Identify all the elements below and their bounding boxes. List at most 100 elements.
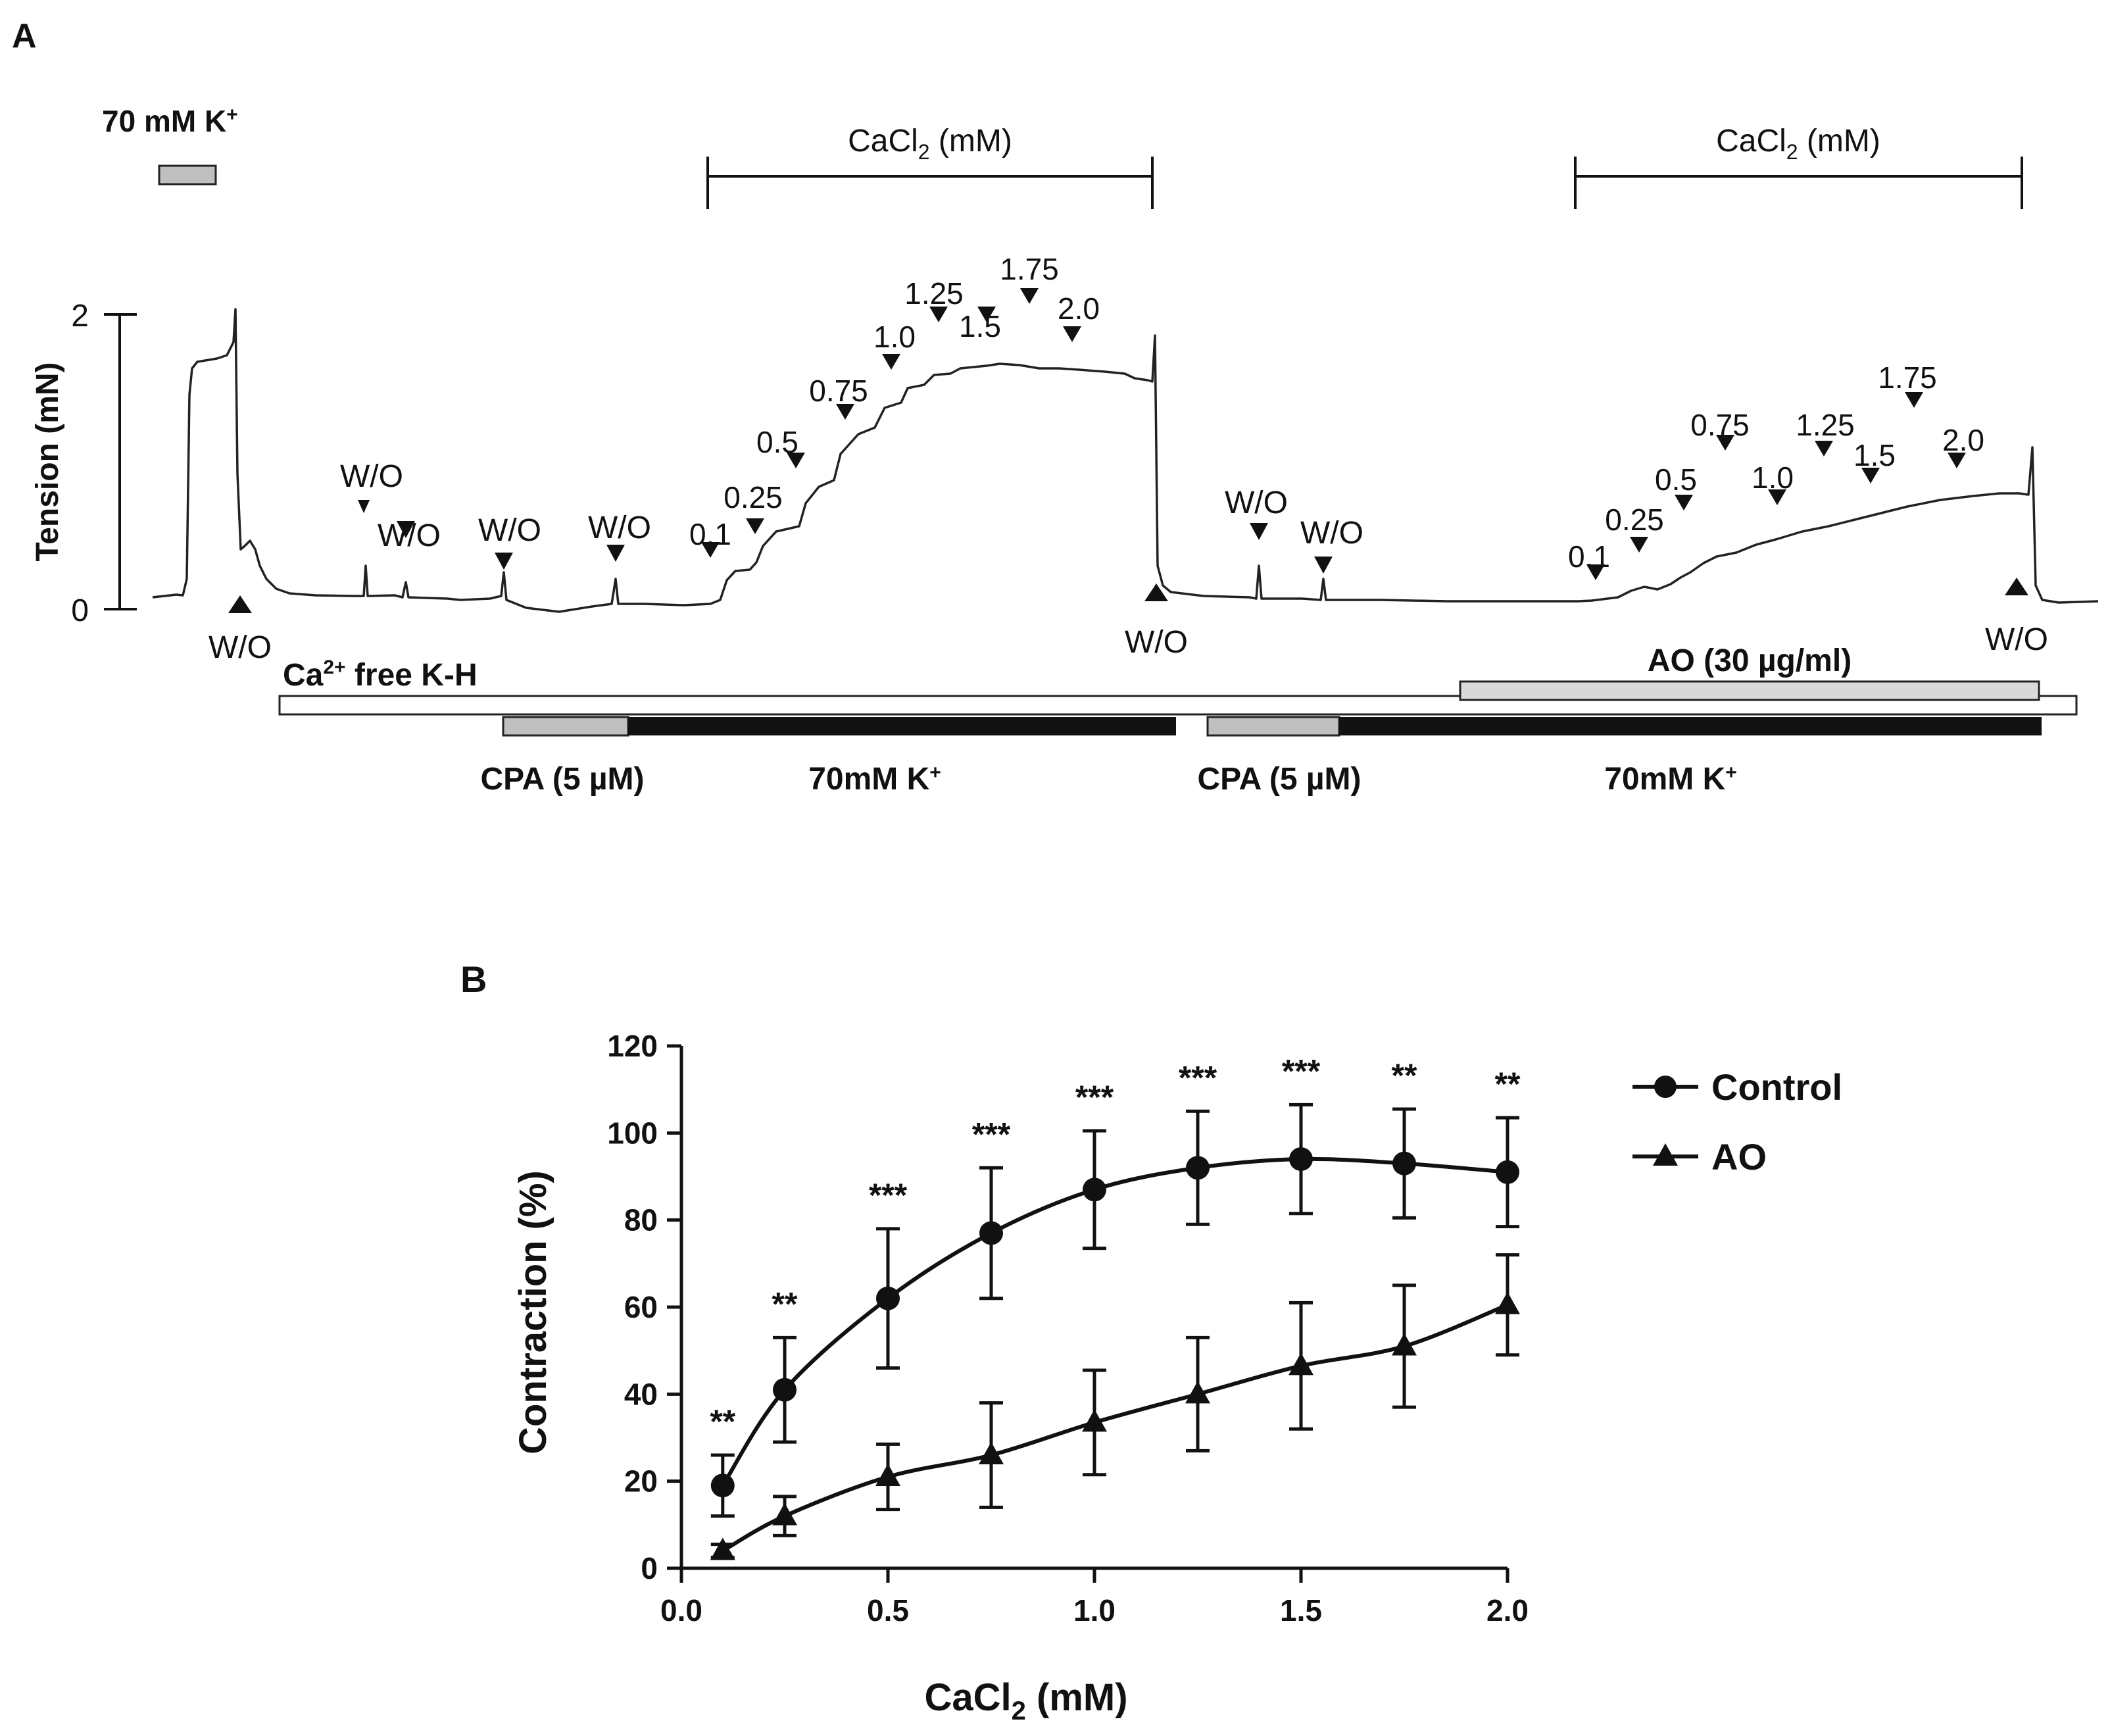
control-point-4 — [979, 1221, 1003, 1245]
y-tick-label-0: 0 — [641, 1551, 658, 1585]
significance-label-9: ** — [1495, 1066, 1521, 1103]
ao-dose-label-6: 1.25 — [1796, 408, 1855, 442]
cpa-label-2: CPA (5 µM) — [1198, 762, 1362, 797]
k70-bar-1 — [628, 717, 1176, 735]
panel-a-y-axis: 2 0 Tension (mN) — [30, 299, 137, 628]
ao-dose-label-2: 0.25 — [1605, 503, 1664, 537]
ao-point-6 — [1185, 1381, 1210, 1404]
significance-label-6: *** — [1179, 1059, 1217, 1096]
ao-point-9 — [1495, 1291, 1520, 1314]
k70-top-label: 70 mM K+ — [102, 104, 238, 138]
washout-down-label-4: W/O — [588, 510, 651, 545]
ao-dose-label-9: 2.0 — [1942, 423, 1984, 457]
panel-b-y-label: Contraction (%) — [512, 1170, 554, 1454]
washout-down-label-3: W/O — [478, 513, 541, 548]
ao-point-3 — [875, 1464, 900, 1487]
cacl2-bracket-ao-label: CaCl2 (mM) — [1716, 124, 1880, 164]
ao-point-8 — [1392, 1333, 1417, 1356]
legend-item-control: Control — [1632, 1066, 1842, 1108]
control-dose-arrow-9 — [1063, 326, 1081, 342]
ao-dose-arrow-7 — [1861, 468, 1880, 484]
legend-marker-ao — [1653, 1143, 1678, 1166]
ao-dose-label-5: 1.0 — [1752, 460, 1794, 495]
control-dose-arrow-1 — [701, 542, 720, 558]
control-dose-label-5: 1.0 — [873, 320, 916, 354]
legend-label-ao: AO — [1711, 1136, 1767, 1178]
y-tick-label-5: 100 — [607, 1116, 658, 1150]
washout-up-arrow-2 — [1144, 583, 1168, 601]
control-dose-arrow-2 — [746, 518, 764, 534]
washout-down-arrow-5 — [1250, 523, 1268, 540]
y-tick-label-1: 20 — [624, 1464, 658, 1499]
ao-dose-label-7: 1.5 — [1853, 438, 1896, 472]
control-dose-label-9: 2.0 — [1058, 291, 1100, 326]
cpa-label-1: CPA (5 µM) — [481, 762, 645, 797]
control-dose-arrow-7 — [977, 307, 996, 322]
control-dose-arrow-8 — [1020, 288, 1039, 304]
washout-up-arrow-1 — [228, 595, 252, 613]
significance-label-7: *** — [1282, 1053, 1321, 1089]
control-series-line — [721, 1156, 1508, 1487]
cpa-bar-2 — [1206, 716, 1340, 737]
ao-dose-arrow-6 — [1815, 441, 1833, 457]
significance-label-2: ** — [772, 1285, 798, 1322]
panel-b-significance: **************** *** ** ** — [710, 1053, 1521, 1440]
control-dose-label-8: 1.75 — [1000, 252, 1059, 286]
ao-dose-arrow-2 — [1630, 537, 1648, 553]
washout-markers-down: W/O W/O W/O W/O W/O W/O — [340, 459, 1363, 574]
washout-down-label-1: W/O — [340, 459, 403, 494]
control-point-6 — [1186, 1156, 1210, 1180]
ao-point-1 — [710, 1537, 735, 1560]
y-tick-label-3: 60 — [624, 1290, 658, 1324]
y-tick-0: 0 — [71, 593, 89, 628]
control-point-8 — [1392, 1151, 1416, 1176]
ao-dose-arrow-9 — [1948, 453, 1966, 468]
control-dose-arrow-3 — [787, 453, 805, 468]
cpa-bar-1 — [502, 716, 629, 737]
ao-point-7 — [1288, 1352, 1313, 1376]
washout-label-3: W/O — [1985, 622, 2048, 657]
ao-dose-arrow-3 — [1675, 495, 1693, 510]
control-dose-arrow-5 — [882, 354, 900, 370]
control-dose-arrow-4 — [836, 404, 854, 420]
control-point-1 — [710, 1474, 735, 1498]
ao-dose-label-1: 0.1 — [1568, 539, 1610, 574]
k70-bar-label-2: 70mM K+ — [1604, 762, 1737, 797]
ao-bar — [1459, 680, 2040, 701]
significance-label-4: *** — [972, 1116, 1011, 1153]
ao-point-5 — [1082, 1409, 1107, 1432]
tension-trace — [152, 308, 2099, 613]
ao-dose-label-8: 1.75 — [1878, 360, 1937, 395]
control-dose-label-4: 0.75 — [809, 374, 868, 408]
panel-b-series-lines — [721, 1156, 1509, 1553]
panel-b-label: B — [460, 958, 487, 1000]
washout-label-1: W/O — [209, 630, 272, 665]
dose-markers: 0.10.250.50.751.01.251.51.752.00.10.250.… — [689, 252, 1984, 580]
washout-down-label-2: W/O — [378, 518, 441, 553]
significance-label-5: *** — [1075, 1079, 1114, 1116]
washout-label-2: W/O — [1125, 625, 1188, 660]
control-dose-label-2: 0.25 — [724, 480, 783, 514]
protocol-bars: Ca2+ free K-H AO (30 µg/ml) CPA (5 µM) 7… — [278, 643, 2078, 797]
legend-label-control: Control — [1711, 1066, 1842, 1108]
control-point-9 — [1496, 1160, 1519, 1184]
washout-down-arrow-1 — [358, 500, 370, 513]
x-tick-label-3: 1.5 — [1280, 1593, 1322, 1627]
legend-marker-control — [1654, 1076, 1677, 1098]
panel-a-y-label: Tension (mN) — [30, 362, 65, 561]
k70-top-bar — [158, 164, 217, 186]
washout-down-label-6: W/O — [1300, 516, 1363, 551]
washout-down-arrow-6 — [1314, 557, 1333, 574]
y-tick-2: 2 — [71, 299, 89, 334]
panel-a-label: A — [12, 17, 37, 55]
ao-dose-arrow-8 — [1905, 392, 1923, 408]
panel-a-tension-trace: A 70 mM K+ CaCl2 (mM) CaCl2 (mM) 2 0 Ten… — [12, 17, 2099, 797]
ao-dose-arrow-4 — [1716, 435, 1734, 451]
washout-down-arrow-2 — [397, 521, 415, 538]
ao-point-4 — [979, 1441, 1004, 1464]
x-tick-label-2: 1.0 — [1073, 1593, 1116, 1627]
ao-point-2 — [772, 1502, 797, 1525]
ao-bar-label: AO (30 µg/ml) — [1648, 643, 1852, 678]
x-tick-label-4: 2.0 — [1486, 1593, 1529, 1627]
